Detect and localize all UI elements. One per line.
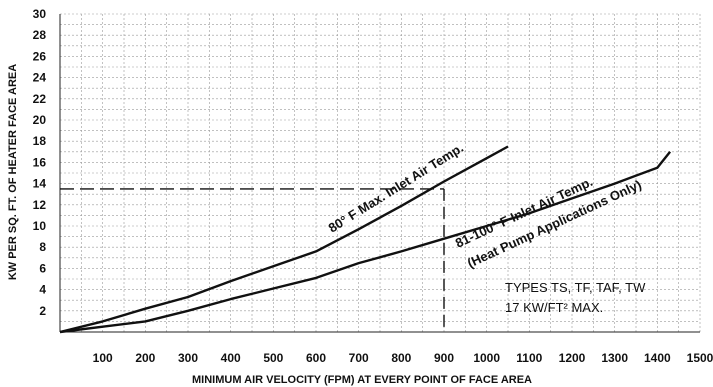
y-axis-title: KW PER SQ. FT. OF HEATER FACE AREA bbox=[7, 64, 19, 280]
x-tick-label: 800 bbox=[391, 351, 411, 365]
x-tick-label: 900 bbox=[434, 351, 454, 365]
reference-lines bbox=[60, 188, 445, 332]
x-tick-label: 300 bbox=[178, 351, 198, 365]
y-tick-label: 6 bbox=[39, 261, 46, 275]
series-line-2 bbox=[59, 151, 672, 334]
y-tick-label: 10 bbox=[33, 219, 47, 233]
grid bbox=[60, 13, 701, 332]
x-tick-label: 700 bbox=[349, 351, 369, 365]
x-tick-label: 1300 bbox=[601, 351, 628, 365]
curve-1-label: 80° F Max. Inlet Air Temp. bbox=[326, 140, 466, 235]
y-tick-label: 12 bbox=[33, 198, 47, 212]
max-note: 17 KW/FT² MAX. bbox=[505, 300, 603, 315]
series-lines bbox=[59, 145, 672, 334]
x-tick-label: 100 bbox=[93, 351, 113, 365]
x-tick-label: 600 bbox=[306, 351, 326, 365]
series-line-1 bbox=[59, 145, 509, 334]
x-axis-title: MINIMUM AIR VELOCITY (FPM) AT EVERY POIN… bbox=[192, 374, 532, 386]
x-tick-label: 500 bbox=[263, 351, 283, 365]
y-tick-label: 30 bbox=[33, 7, 47, 21]
y-tick-label: 16 bbox=[33, 155, 47, 169]
x-tick-label: 1000 bbox=[473, 351, 500, 365]
x-tick-label: 1200 bbox=[559, 351, 586, 365]
y-tick-label: 18 bbox=[33, 134, 47, 148]
y-tick-label: 28 bbox=[33, 28, 47, 42]
y-tick-label: 24 bbox=[33, 71, 47, 85]
x-tick-label: 400 bbox=[221, 351, 241, 365]
axes bbox=[59, 14, 700, 333]
y-tick-label: 26 bbox=[33, 49, 47, 63]
y-tick-label: 20 bbox=[33, 113, 47, 127]
x-tick-labels: 100 200 300 400 500 600 700 800 900 1000 1100 1200 1… bbox=[93, 351, 713, 365]
y-tick-label: 14 bbox=[33, 177, 47, 191]
y-tick-label: 8 bbox=[39, 240, 46, 254]
y-tick-label: 2 bbox=[39, 304, 46, 318]
x-tick-label: 1500 bbox=[687, 351, 713, 365]
x-tick-label: 1100 bbox=[516, 351, 542, 365]
y-tick-label: 22 bbox=[33, 92, 47, 106]
x-tick-label: 200 bbox=[135, 351, 155, 365]
x-tick-label: 1400 bbox=[644, 351, 671, 365]
types-note: TYPES TS, TF, TAF, TW bbox=[505, 280, 646, 295]
y-tick-label: 4 bbox=[39, 283, 46, 297]
